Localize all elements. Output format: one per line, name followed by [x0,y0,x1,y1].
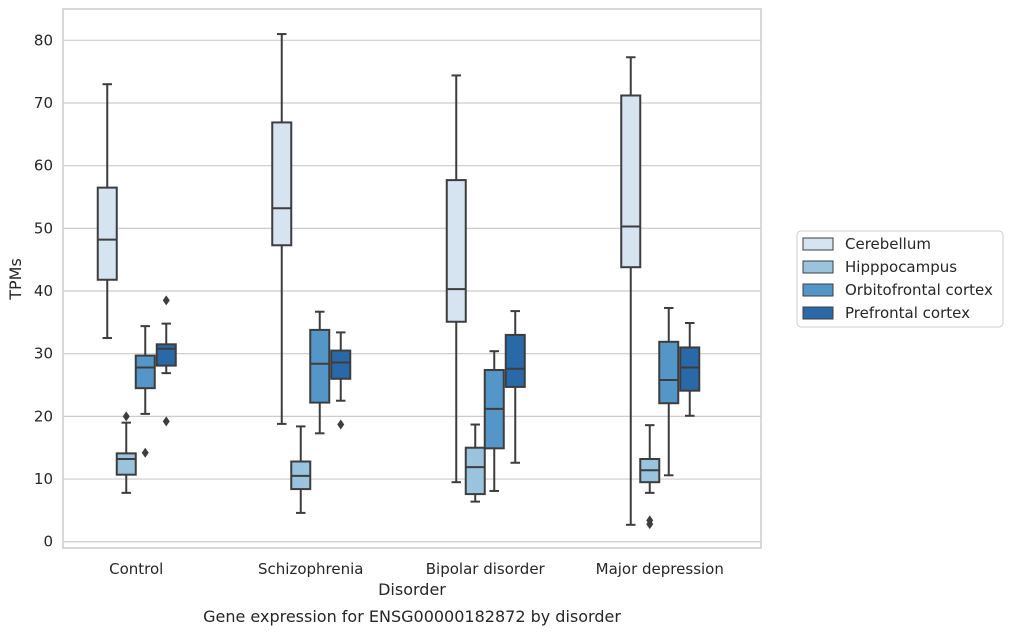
outlier-point [162,295,170,306]
x-axis-title: Disorder [378,580,446,599]
y-tick-label: 40 [34,282,53,300]
box-1-1 [290,425,312,514]
plot-frame [62,8,762,549]
box-0-1 [115,411,137,494]
legend-swatch [802,306,834,320]
x-tick-label: Schizophrenia [258,560,363,578]
y-tick-label: 60 [34,157,53,175]
box-body [464,446,486,496]
box-body [96,186,118,281]
y-tick-label: 10 [34,470,53,488]
box-body [445,179,467,323]
x-tick-label: Major depression [596,560,724,578]
y-tick-label: 0 [43,533,53,551]
box-body [620,94,642,269]
outlier-point [141,447,149,458]
y-tick-label: 30 [34,345,53,363]
y-tick-label: 20 [34,407,53,425]
box-body [115,452,137,476]
box-0-0 [96,83,118,340]
y-tick-label: 70 [34,94,53,112]
box-2-3 [504,310,526,464]
box-1-0 [271,33,293,425]
legend: Cerebellum Hipppocampus Orbitofrontal cort… [796,230,1004,328]
box-3-3 [679,321,701,417]
legend-label: Prefrontal cortex [845,304,970,322]
chart-title: Gene expression for ENSG00000182872 by d… [203,607,621,626]
box-3-0 [620,56,642,526]
legend-swatch [802,237,834,251]
box-2-2 [483,350,505,492]
x-axis-ticks: Control Schizophrenia Bipolar disorder Majo… [109,560,724,578]
y-tick-label: 80 [34,31,53,49]
x-tick-label: Control [109,560,163,578]
legend-frame [796,230,1004,328]
legend-label: Hipppocampus [845,258,957,276]
box-0-3 [155,295,177,427]
box-body [658,340,680,405]
gridlines [63,39,761,543]
box-body [271,121,293,247]
outlier-point [162,416,170,427]
box-body [504,333,526,388]
box-0-2 [134,325,156,458]
box-body [134,354,156,390]
x-tick-label: Bipolar disorder [426,560,546,578]
box-1-3 [330,331,352,430]
outlier-point [646,519,654,530]
legend-swatch [802,260,834,274]
box-3-1 [639,424,661,530]
box-3-2 [658,306,680,477]
legend-label: Orbitofrontal cortex [845,281,993,299]
y-axis-title: TPMs [6,258,25,301]
plot-boxes [96,33,701,530]
box-1-2 [309,310,331,435]
box-body [330,349,352,380]
outlier-point [122,411,130,422]
box-2-0 [445,74,467,484]
box-body [679,346,701,392]
box-2-1 [464,423,486,503]
legend-label: Cerebellum [845,235,931,253]
box-body [155,343,177,367]
y-axis-ticks: 0 10 20 30 40 50 60 70 80 [34,31,53,550]
y-tick-label: 50 [34,219,53,237]
box-body [309,328,331,404]
outlier-point [337,419,345,430]
legend-swatch [802,283,834,297]
